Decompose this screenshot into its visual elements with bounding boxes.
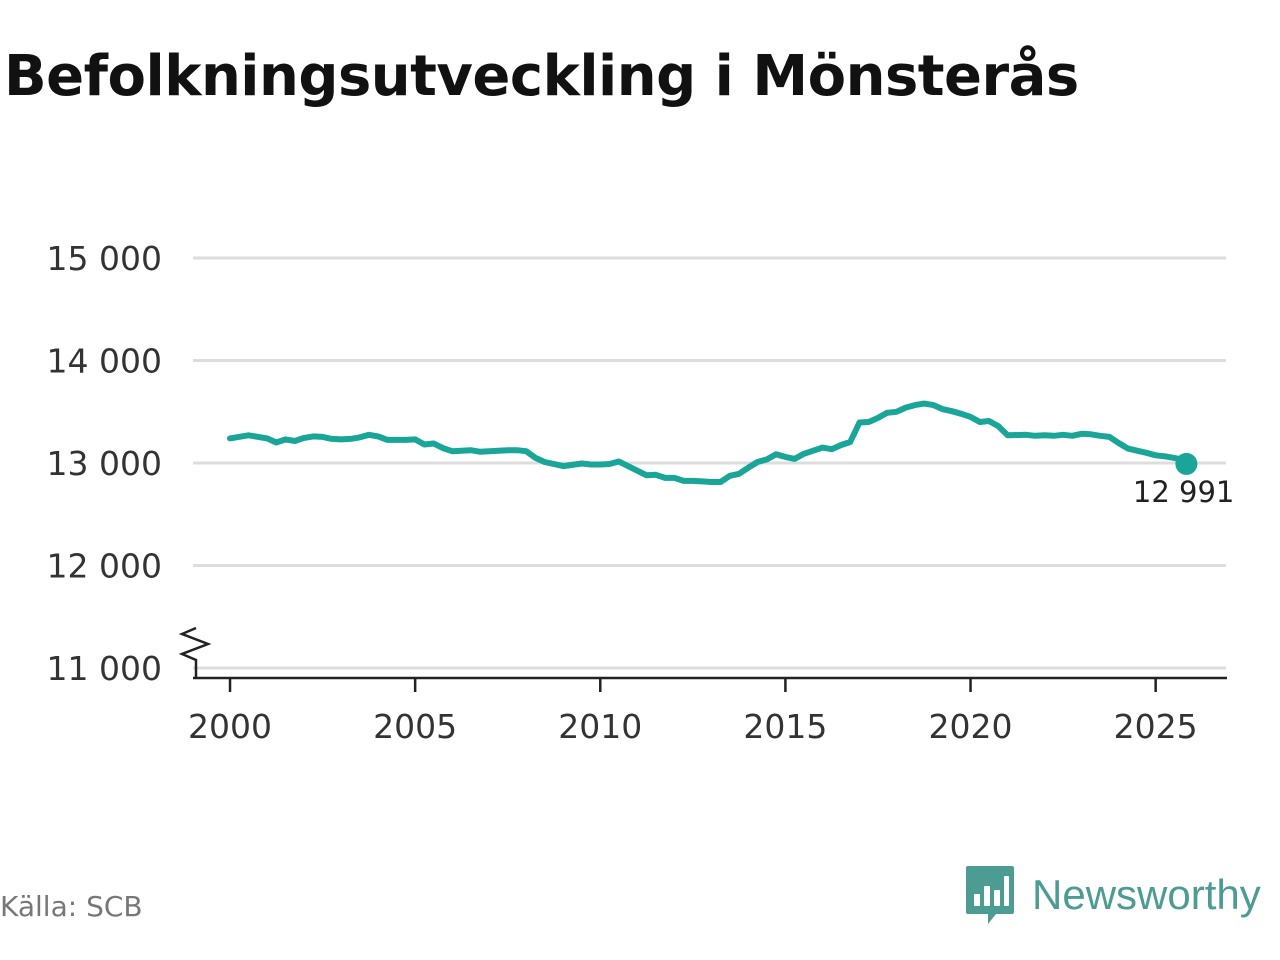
axes — [178, 626, 1227, 692]
y-tick-label: 13 000 — [47, 444, 162, 483]
x-tick-label: 2010 — [558, 707, 642, 746]
y-tick-label: 15 000 — [47, 239, 162, 278]
x-tick-label: 2020 — [929, 707, 1013, 746]
end-value-label: 12 991 — [1133, 475, 1234, 509]
end-marker-group: 12 991 — [1133, 452, 1234, 509]
gridlines — [193, 256, 1226, 670]
x-tick-label: 2015 — [743, 707, 827, 746]
series-line — [227, 400, 1190, 485]
chart-title: Befolkningsutveckling i Mönsterås — [4, 44, 1079, 109]
source-note: Källa: SCB — [0, 890, 143, 923]
x-tick-labels: 2000 2005 2010 2015 2020 2025 — [188, 707, 1198, 746]
brand-name: Newsworthy — [1032, 871, 1261, 918]
x-tick-label: 2000 — [188, 707, 272, 746]
newsworthy-logo-icon — [966, 866, 1014, 924]
axis-break-icon — [178, 626, 212, 678]
x-tick-label: 2025 — [1114, 707, 1198, 746]
series-lines — [227, 400, 1190, 485]
y-tick-labels: 11 000 12 000 13 000 14 000 15 000 — [47, 239, 162, 688]
y-tick-label: 14 000 — [47, 342, 162, 381]
brand-logo: Newsworthy — [964, 864, 1261, 926]
x-tick-label: 2005 — [373, 707, 457, 746]
end-marker — [1175, 452, 1198, 475]
y-tick-label: 12 000 — [47, 547, 162, 586]
y-tick-label: 11 000 — [47, 649, 162, 688]
